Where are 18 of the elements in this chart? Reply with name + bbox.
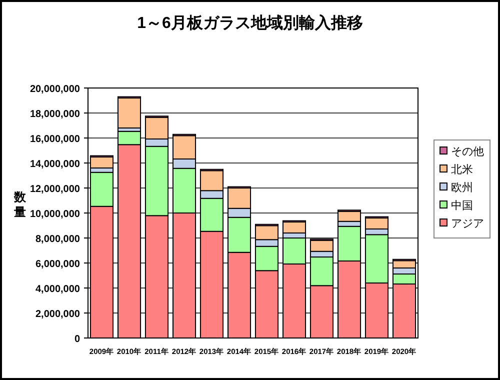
legend-label: 中国 [451, 199, 473, 212]
y-tick-label: 10,000,000 [30, 209, 80, 220]
legend-label: 北米 [451, 163, 473, 176]
y-axis-title: 数量 [13, 190, 27, 219]
chart-title: 1～6月板ガラス地域別輸入推移 [137, 14, 363, 32]
y-tick-label: 6,000,000 [36, 259, 80, 270]
y-tick-label: 20,000,000 [30, 84, 80, 95]
y-tick-label: 8,000,000 [36, 234, 80, 245]
y-tick-label: 4,000,000 [36, 284, 80, 295]
y-tick-label: 0 [74, 334, 80, 345]
legend-label: アジア [451, 218, 484, 230]
y-tick-label: 16,000,000 [30, 134, 80, 145]
legend-label: その他 [451, 146, 484, 158]
y-tick-label: 18,000,000 [30, 109, 80, 120]
y-tick-label: 12,000,000 [30, 184, 80, 195]
y-tick-label: 14,000,000 [30, 159, 80, 170]
legend-label: 欧州 [451, 181, 473, 194]
y-tick-label: 2,000,000 [36, 309, 80, 320]
